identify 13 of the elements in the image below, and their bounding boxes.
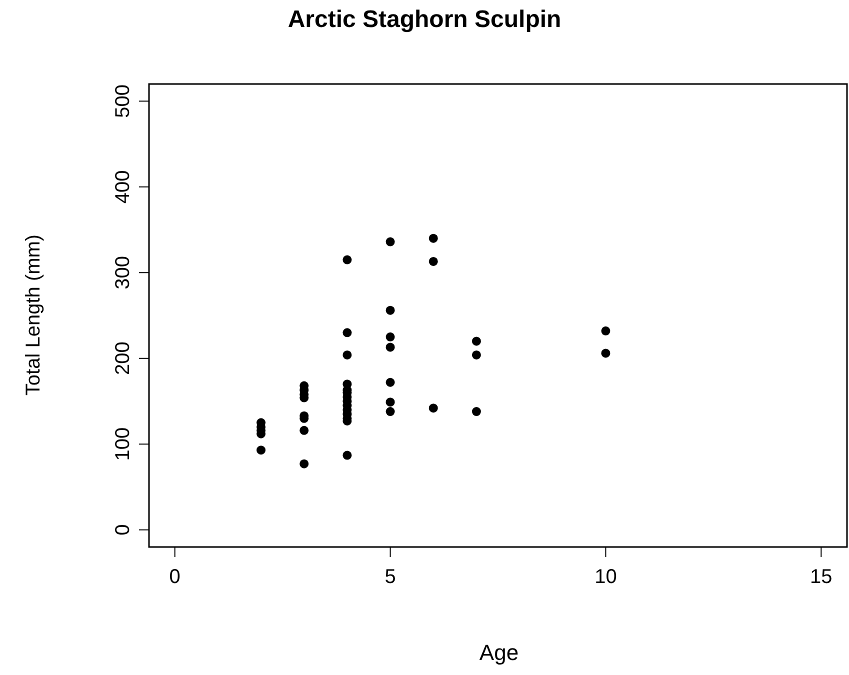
y-tick-label: 200 bbox=[112, 342, 134, 376]
y-tick-label: 400 bbox=[112, 170, 134, 204]
x-tick-label: 10 bbox=[594, 566, 617, 588]
y-tick-label: 0 bbox=[112, 524, 134, 536]
x-axis-title: Age bbox=[478, 640, 520, 666]
y-tick-label: 300 bbox=[112, 256, 134, 290]
x-tick-label: 0 bbox=[169, 566, 180, 588]
x-tick-label: 15 bbox=[810, 566, 832, 588]
y-axis-title: Total Length (mm) bbox=[22, 234, 46, 396]
y-tick-label: 500 bbox=[112, 84, 134, 118]
chart-title: Arctic Staghorn Sculpin bbox=[286, 6, 562, 34]
x-tick-label: 5 bbox=[384, 566, 396, 588]
y-tick-label: 100 bbox=[112, 427, 134, 461]
